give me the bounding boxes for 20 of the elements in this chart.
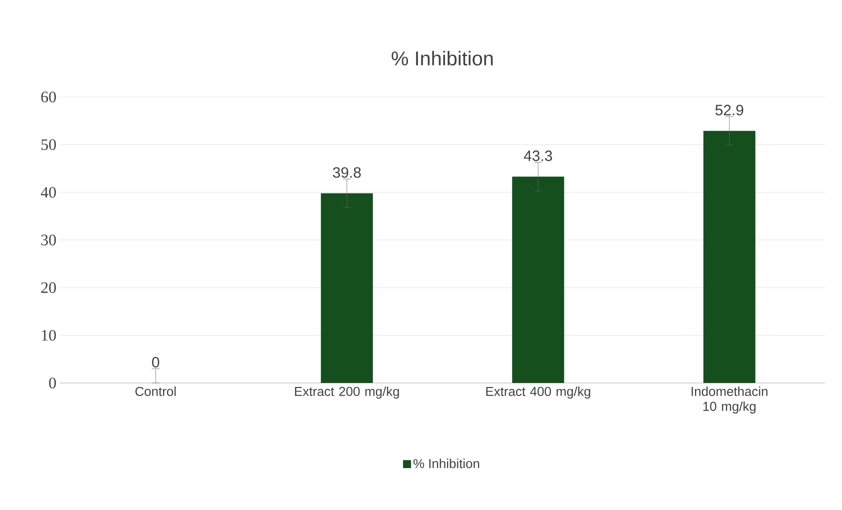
y-tick-label: 30 [41, 234, 56, 246]
y-tick-label: 40 [40, 186, 56, 198]
bar [703, 130, 756, 383]
y-tick-label: 50 [41, 139, 56, 150]
x-tick-label: Control [135, 386, 176, 396]
legend-label: % Inhibition [414, 458, 480, 468]
bar [320, 193, 373, 383]
x-tick-label: Extract 400 mg/kg [486, 386, 590, 399]
data-label: 39.8 [332, 167, 361, 178]
data-label: 0 [152, 356, 160, 368]
y-tick-label: 20 [41, 282, 56, 294]
x-tick-label: Extract 200 mg/kg [295, 386, 399, 399]
chart-title: % Inhibition [392, 50, 493, 66]
bar [512, 176, 564, 383]
x-tick-label: Indomethacin 10 mg/kg [692, 386, 768, 414]
data-label: 52.9 [715, 104, 744, 116]
y-tick-label: 10 [42, 330, 56, 341]
data-label: 43.3 [524, 150, 552, 162]
y-tick-label: 0 [49, 378, 56, 388]
y-tick-label: 60 [41, 92, 56, 102]
